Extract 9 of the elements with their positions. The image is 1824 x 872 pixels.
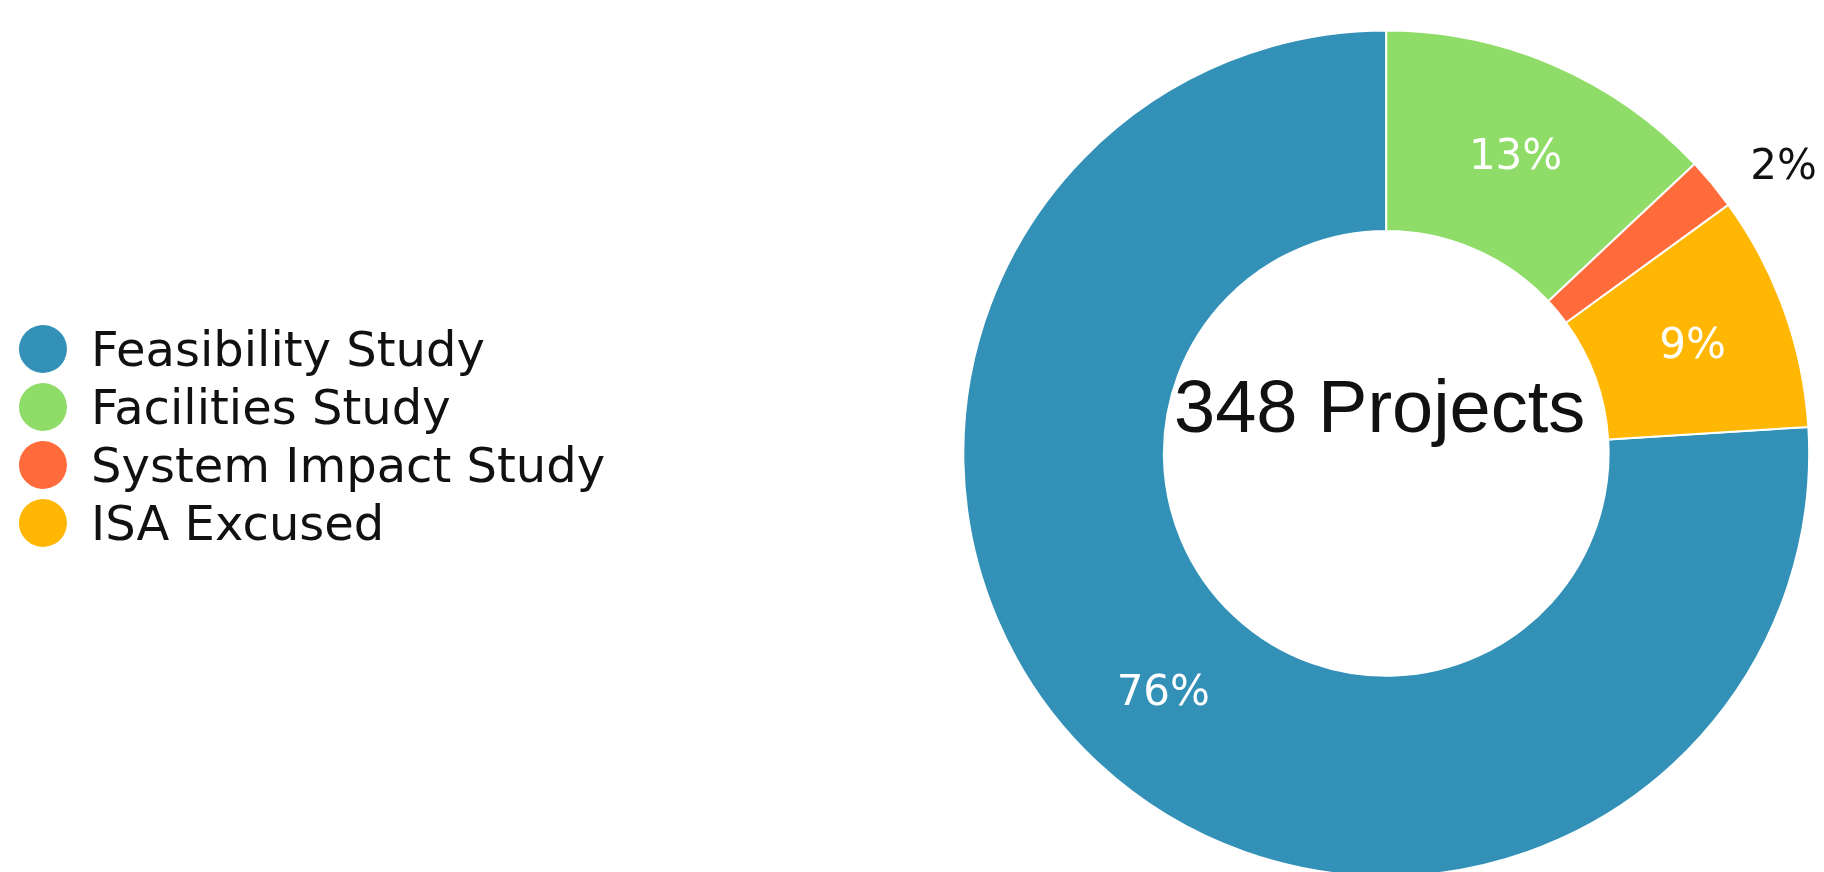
text: 348 Projects xyxy=(1174,364,1586,448)
data-label: 9% xyxy=(1659,318,1726,368)
legend-label: Facilities Study xyxy=(91,379,451,435)
legend-label: Feasibility Study xyxy=(91,321,485,377)
legend-label: ISA Excused xyxy=(91,495,385,551)
legend-label: System Impact Study xyxy=(91,437,606,493)
data-label: 13% xyxy=(1468,130,1563,180)
data-label: 2% xyxy=(1750,140,1817,190)
data-label: 76% xyxy=(1116,666,1210,716)
